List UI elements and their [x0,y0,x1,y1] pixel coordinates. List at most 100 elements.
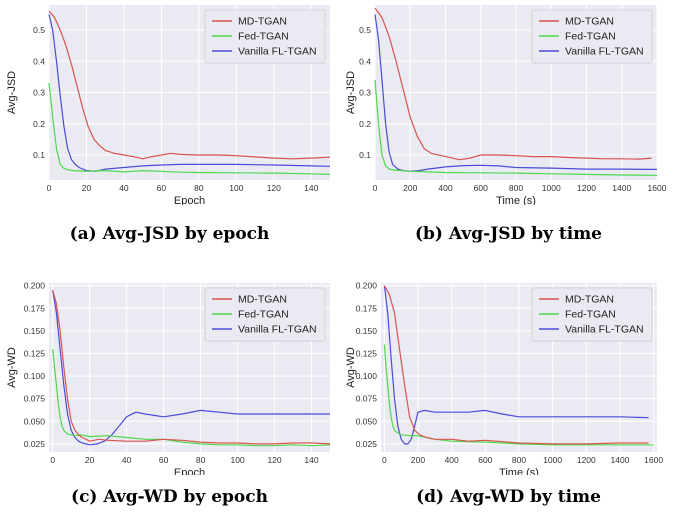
series-line-fed [383,344,654,446]
legend-label: Fed-TGAN [238,309,289,321]
x-axis-label: Epoch [174,195,205,205]
caption-a: (a) Avg-JSD by epoch [69,224,270,244]
series-line-md [383,285,649,445]
series-line-fed [52,348,331,447]
y-tick-label: 0.5 [33,25,45,35]
x-tick-label: 20 [85,455,95,465]
legend-box [204,9,326,64]
series-line-fl [383,285,649,445]
chart-avg-jsd-time: 0 200 400 600 800 1000 1200 1400 1600 0.1 0.2 0.3 0.… [345,5,667,205]
x-tick-label: 400 [445,455,459,465]
x-tick-label: 600 [478,455,492,465]
legend-label: Vanilla FL-TGAN [565,46,644,58]
legend-label: Vanilla FL-TGAN [565,324,644,336]
series-line-md [52,290,331,445]
x-tick-label: 0 [382,455,387,465]
legend: MD-TGAN Fed-TGAN Vanilla FL-TGAN [531,9,653,64]
legend-box [531,287,653,342]
legend: MD-TGAN Fed-TGAN Vanilla FL-TGAN [204,287,326,342]
series-line-md [374,7,652,161]
x-tick-label: 1000 [542,183,561,193]
chart-avg-wd-epoch: 0 20 40 60 80 100 120 140 0.025 0.050 0.075 0.100 0.… [6,281,331,475]
y-tick-label: 0.125 [24,348,46,358]
x-tick-label: 1200 [577,183,596,193]
y-axis-label: Avg-WD [6,347,18,388]
y-tick-label: 0.200 [356,281,378,291]
y-axis-label: Avg-JSD [345,71,357,114]
series-line-md [48,10,331,160]
x-tick-label: 600 [474,183,488,193]
y-tick-label: 0.125 [356,348,378,358]
legend-label: MD-TGAN [565,294,614,306]
legend-label: MD-TGAN [238,16,287,28]
x-axis-label: Epoch [174,467,205,475]
x-tick-label: 200 [411,455,425,465]
x-tick-label: 0 [50,455,55,465]
y-tick-label: 0.200 [24,281,46,291]
y-tick-label: 0.075 [24,394,46,404]
x-tick-label: 1600 [648,183,667,193]
x-tick-label: 60 [157,183,167,193]
legend-label: MD-TGAN [565,16,614,28]
y-tick-label: 0.3 [33,88,45,98]
x-tick-label: 120 [267,455,281,465]
legend-label: Vanilla FL-TGAN [238,46,317,58]
y-tick-label: 0.4 [359,56,371,66]
x-tick-label: 1600 [644,455,663,465]
x-tick-label: 400 [438,183,452,193]
caption-c: (c) Avg-WD by epoch [71,487,268,507]
x-tick-label: 40 [122,455,132,465]
y-tick-label: 0.075 [356,394,378,404]
x-tick-label: 1400 [611,455,630,465]
legend-label: Fed-TGAN [565,31,616,43]
legend-label: Fed-TGAN [238,31,289,43]
y-axis-label: Avg-WD [345,347,357,388]
y-tick-label: 0.025 [24,439,46,449]
series-line-fl [374,14,658,172]
y-tick-label: 0.050 [356,416,378,426]
y-tick-label: 0.4 [33,56,45,66]
y-tick-label: 0.100 [24,371,46,381]
y-tick-label: 0.1 [359,150,371,160]
caption-b: (b) Avg-JSD by time [415,224,602,244]
x-tick-label: 80 [194,183,204,193]
x-tick-label: 100 [229,183,243,193]
y-tick-label: 0.150 [356,326,378,336]
x-tick-label: 140 [304,455,318,465]
y-tick-label: 0.150 [24,326,46,336]
x-tick-label: 800 [509,183,523,193]
legend-label: Fed-TGAN [565,309,616,321]
legend: MD-TGAN Fed-TGAN Vanilla FL-TGAN [204,9,326,64]
x-tick-label: 60 [159,455,169,465]
x-tick-label: 100 [230,455,244,465]
y-tick-label: 0.175 [356,303,378,313]
x-tick-label: 0 [373,183,378,193]
legend-box [204,287,326,342]
x-tick-label: 1200 [577,455,596,465]
x-tick-label: 200 [403,183,417,193]
legend-box [531,9,653,64]
chart-avg-jsd-epoch: 0 20 40 60 80 100 120 140 0.1 0.2 0.3 0.4 0.5 Epoch Av… [6,5,331,205]
x-tick-label: 1000 [543,455,562,465]
x-tick-label: 120 [267,183,281,193]
y-tick-label: 0.175 [24,303,46,313]
legend-label: Vanilla FL-TGAN [238,324,317,336]
y-axis-label: Avg-JSD [6,71,18,114]
x-tick-label: 1400 [612,183,631,193]
y-tick-label: 0.100 [356,371,378,381]
legend: MD-TGAN Fed-TGAN Vanilla FL-TGAN [531,287,653,342]
y-tick-label: 0.050 [24,416,46,426]
x-tick-label: 800 [512,455,526,465]
legend-label: MD-TGAN [238,294,287,306]
series-line-fed [374,79,658,176]
x-tick-label: 80 [196,455,206,465]
y-tick-label: 0.5 [359,25,371,35]
x-axis-label: Time (s) [496,195,536,205]
series-line-fl [52,290,330,446]
x-tick-label: 0 [47,183,52,193]
x-tick-label: 40 [119,183,129,193]
x-tick-label: 20 [82,183,92,193]
series-line-fed [48,83,331,175]
y-tick-label: 0.3 [359,88,371,98]
